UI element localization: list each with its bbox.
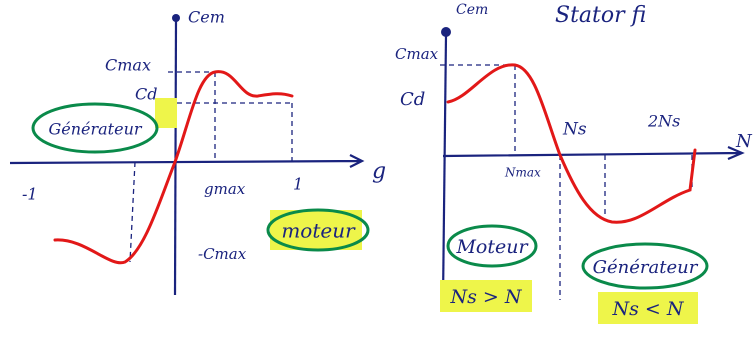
label: Nmax xyxy=(504,166,541,180)
label: Générateur xyxy=(48,120,142,139)
axis-arrow xyxy=(441,27,451,37)
label: Cem xyxy=(456,2,488,18)
axis-arrow xyxy=(172,14,180,22)
label: Stator fi xyxy=(555,3,646,28)
right-panel: Cem Stator fi Cmax Cd Ns 2Ns N Nmax Mote… xyxy=(395,2,753,324)
left-panel: Cem Cmax Cd Générateur g -1 gmax 1 moteu… xyxy=(10,8,386,296)
x-axis xyxy=(10,155,362,167)
label: gmax xyxy=(204,180,246,198)
label: Cd xyxy=(135,85,157,104)
label: g xyxy=(372,159,386,184)
label: Ns xyxy=(562,120,587,140)
label: moteur xyxy=(281,219,356,243)
label: 1 xyxy=(293,175,303,194)
label: Moteur xyxy=(455,236,529,258)
highlight xyxy=(155,98,177,128)
label: N xyxy=(735,131,753,152)
diagram: Cem Cmax Cd Générateur g -1 gmax 1 moteu… xyxy=(0,0,756,338)
label: -1 xyxy=(22,185,38,204)
y-axis xyxy=(443,35,446,300)
label: -Cmax xyxy=(198,245,247,263)
label: Générateur xyxy=(593,257,699,278)
label: Cem xyxy=(188,8,225,27)
label: Cmax xyxy=(395,45,439,63)
label: Ns > N xyxy=(450,286,523,308)
label: Cd xyxy=(400,89,425,110)
torque-curve xyxy=(448,65,695,222)
label: Cmax xyxy=(105,56,151,75)
x-axis xyxy=(443,147,742,159)
label: 2Ns xyxy=(647,112,680,131)
label: Ns < N xyxy=(612,298,685,320)
